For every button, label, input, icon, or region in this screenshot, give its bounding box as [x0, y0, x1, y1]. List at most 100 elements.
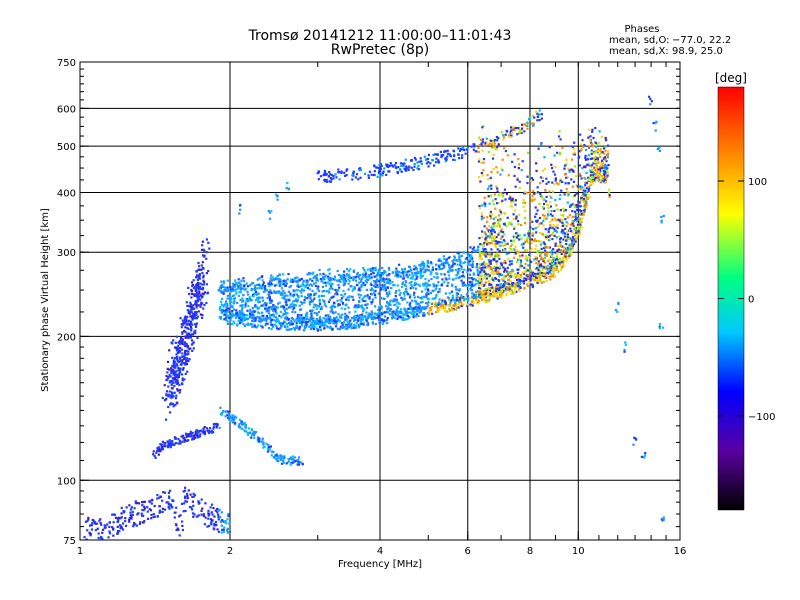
data-point — [552, 273, 555, 276]
data-point — [484, 266, 487, 269]
data-point — [265, 303, 268, 307]
data-point — [258, 277, 261, 280]
data-point — [428, 306, 431, 310]
data-point — [571, 145, 574, 149]
data-point — [212, 427, 215, 430]
data-point — [202, 279, 205, 282]
data-point — [529, 279, 532, 282]
data-point — [283, 291, 286, 295]
data-point — [91, 522, 94, 525]
data-point — [285, 282, 289, 285]
data-point — [152, 450, 155, 453]
data-point — [483, 240, 486, 244]
data-point — [555, 231, 559, 234]
data-point — [405, 167, 408, 170]
data-point — [295, 293, 299, 296]
data-point — [244, 301, 248, 304]
data-point — [460, 305, 463, 308]
data-point — [662, 214, 665, 218]
data-point — [526, 127, 529, 130]
data-point — [469, 287, 472, 290]
data-point — [280, 458, 283, 461]
data-point — [203, 303, 206, 307]
data-point — [560, 258, 564, 262]
data-point — [473, 278, 477, 281]
data-point — [483, 242, 486, 245]
data-point — [171, 386, 174, 390]
data-point — [199, 285, 202, 288]
data-point — [413, 278, 416, 281]
data-point — [187, 352, 190, 356]
data-point — [557, 218, 560, 221]
data-point — [288, 321, 291, 325]
data-point — [142, 509, 145, 512]
data-point — [188, 292, 191, 296]
data-point — [226, 531, 229, 534]
data-point — [551, 261, 554, 264]
data-point — [386, 322, 389, 325]
data-point — [517, 223, 520, 226]
data-point — [515, 282, 518, 286]
data-point — [169, 396, 172, 399]
data-point — [482, 216, 486, 219]
data-point — [250, 310, 254, 314]
data-point — [267, 316, 271, 320]
data-point — [505, 292, 508, 295]
data-point — [238, 212, 241, 215]
data-point — [305, 313, 308, 316]
data-point — [341, 323, 344, 326]
data-point — [482, 261, 486, 264]
data-point — [489, 259, 492, 262]
data-point — [549, 266, 552, 269]
data-point — [255, 293, 258, 296]
data-point — [329, 276, 332, 279]
data-point — [101, 537, 104, 540]
data-point — [203, 433, 207, 436]
data-point — [252, 295, 255, 298]
data-point — [257, 298, 260, 301]
data-point — [495, 225, 499, 228]
data-point — [444, 277, 447, 280]
data-point — [339, 314, 342, 318]
data-point — [555, 263, 558, 267]
data-point — [556, 244, 560, 248]
data-point — [177, 347, 180, 350]
data-point — [367, 275, 370, 278]
data-point — [488, 274, 491, 277]
data-point — [410, 299, 414, 302]
data-point — [566, 233, 569, 236]
data-point — [163, 508, 167, 511]
data-point — [314, 323, 317, 326]
data-point — [381, 322, 384, 326]
data-point — [425, 269, 428, 272]
data-point — [225, 290, 228, 293]
data-point — [268, 295, 271, 299]
data-point — [624, 341, 627, 344]
data-point — [250, 316, 254, 320]
data-point — [469, 304, 472, 308]
data-point — [429, 273, 432, 276]
data-point — [175, 347, 178, 350]
data-point — [387, 303, 391, 306]
data-point — [516, 250, 519, 253]
data-point — [281, 322, 285, 325]
data-point — [487, 265, 491, 268]
data-point — [111, 513, 114, 516]
data-point — [262, 314, 265, 318]
data-point — [120, 512, 123, 515]
data-point — [495, 202, 499, 205]
data-point — [323, 178, 326, 182]
data-point — [194, 293, 197, 296]
data-point — [434, 301, 437, 305]
data-point — [499, 290, 502, 293]
data-point — [440, 155, 443, 159]
data-point — [239, 286, 242, 289]
data-point — [187, 489, 190, 492]
data-point — [530, 278, 533, 281]
data-point — [407, 307, 410, 311]
data-point — [519, 286, 522, 290]
data-point — [249, 323, 253, 326]
data-point — [205, 301, 208, 305]
data-point — [553, 256, 556, 260]
data-point — [365, 303, 368, 306]
